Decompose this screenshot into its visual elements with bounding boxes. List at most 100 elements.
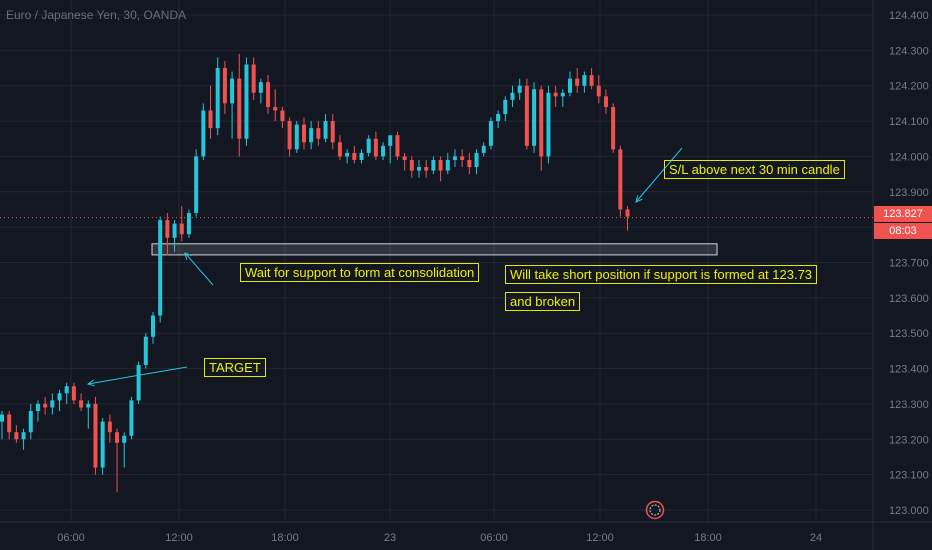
candle-body-up[interactable] [86, 403, 91, 408]
annotation-target[interactable]: TARGET [204, 358, 266, 377]
candle-body-up[interactable] [158, 220, 163, 316]
annotation-and-broken[interactable]: and broken [505, 292, 581, 311]
annotation-stop-loss[interactable]: S/L above next 30 min candle [664, 160, 845, 179]
candle-body-up[interactable] [57, 393, 62, 401]
candle-body-up[interactable] [546, 92, 551, 157]
candle-body-up[interactable] [194, 156, 199, 213]
candle-body-down[interactable] [43, 403, 48, 408]
candle-body-up[interactable] [431, 159, 436, 171]
candle-body-down[interactable] [251, 64, 256, 93]
candle-body-up[interactable] [21, 432, 26, 440]
candle-body-down[interactable] [273, 106, 278, 111]
candle-body-down[interactable] [237, 78, 242, 139]
candle-body-down[interactable] [107, 421, 112, 433]
candle-body-up[interactable] [503, 99, 508, 114]
candle-body-up[interactable] [100, 421, 105, 468]
candle-body-down[interactable] [165, 220, 170, 238]
candle-body-up[interactable] [230, 78, 235, 104]
candle-body-up[interactable] [417, 167, 422, 171]
candle-body-down[interactable] [179, 223, 184, 235]
candle-body-down[interactable] [330, 121, 335, 143]
candle-body-up[interactable] [201, 110, 206, 157]
candle-body-down[interactable] [539, 89, 544, 157]
candle-body-up[interactable] [481, 145, 486, 153]
candle-body-down[interactable] [424, 167, 429, 171]
candle-body-up[interactable] [381, 145, 386, 157]
candle-body-up[interactable] [244, 64, 249, 139]
candle-body-up[interactable] [258, 82, 263, 93]
candle-body-up[interactable] [150, 315, 155, 337]
candle-body-up[interactable] [323, 121, 328, 139]
candle-body-up[interactable] [474, 152, 479, 168]
candle-body-down[interactable] [266, 82, 271, 107]
candle-body-down[interactable] [287, 121, 292, 150]
candle-body-up[interactable] [445, 159, 450, 171]
candle-body-up[interactable] [517, 85, 522, 93]
annotation-wait-support[interactable]: Wait for support to form at consolidatio… [240, 263, 480, 282]
support-zone-rectangle[interactable] [151, 243, 718, 256]
candle-body-down[interactable] [222, 68, 227, 104]
candle-body-up[interactable] [560, 92, 565, 97]
candle-body-up[interactable] [568, 78, 573, 93]
candle-body-up[interactable] [294, 124, 299, 150]
replay-clock-icon[interactable] [645, 500, 665, 520]
candle-body-up[interactable] [345, 152, 350, 157]
candle-body-down[interactable] [14, 432, 19, 440]
candle-body-up[interactable] [388, 135, 393, 146]
support-arrow[interactable] [184, 252, 214, 286]
candle-body-up[interactable] [0, 414, 4, 422]
candle-body-down[interactable] [93, 403, 98, 468]
candle-body-up[interactable] [309, 128, 314, 143]
candle-body-down[interactable] [71, 386, 76, 401]
candle-body-down[interactable] [337, 142, 342, 157]
candle-body-up[interactable] [129, 400, 134, 436]
candle-body-down[interactable] [208, 110, 213, 129]
candle-body-up[interactable] [35, 403, 40, 411]
candle-body-down[interactable] [625, 209, 630, 217]
candle-body-up[interactable] [50, 400, 55, 408]
candle-body-up[interactable] [488, 121, 493, 146]
candle-body-down[interactable] [395, 135, 400, 157]
candle-body-up[interactable] [136, 365, 141, 401]
candle-body-down[interactable] [589, 75, 594, 86]
candle-body-up[interactable] [366, 138, 371, 153]
candle-body-up[interactable] [359, 152, 364, 160]
candle-body-up[interactable] [186, 213, 191, 235]
candle-body-down[interactable] [280, 110, 285, 122]
candle-body-down[interactable] [575, 78, 580, 86]
candle-body-up[interactable] [496, 114, 501, 122]
candle-body-up[interactable] [64, 386, 69, 394]
candle-body-down[interactable] [409, 159, 414, 171]
candle-body-down[interactable] [611, 106, 616, 150]
candle-body-down[interactable] [553, 92, 558, 97]
candle-body-up[interactable] [122, 435, 127, 443]
candle-body-down[interactable] [402, 156, 407, 160]
candle-body-down[interactable] [373, 138, 378, 157]
candle-body-up[interactable] [532, 89, 537, 146]
candle-body-down[interactable] [438, 159, 443, 171]
candle-body-down[interactable] [301, 124, 306, 143]
candle-body-up[interactable] [582, 75, 587, 86]
candle-body-down[interactable] [115, 432, 120, 443]
candle-body-down[interactable] [524, 85, 529, 146]
target-arrow[interactable] [87, 366, 188, 385]
candle-body-down[interactable] [460, 156, 465, 160]
candle-body-down[interactable] [7, 414, 12, 433]
candle-body-up[interactable] [452, 156, 457, 160]
candle-body-down[interactable] [618, 149, 623, 210]
candle-body-down[interactable] [467, 159, 472, 168]
candle-body-up[interactable] [215, 68, 220, 129]
candle-body-down[interactable] [316, 128, 321, 139]
candle-body-up[interactable] [510, 92, 515, 100]
annotation-short-position[interactable]: Will take short position if support is f… [505, 265, 818, 284]
candle-body-down[interactable] [603, 96, 608, 107]
stop-loss-arrow[interactable] [635, 147, 683, 203]
candle-body-up[interactable] [143, 336, 148, 366]
candle-body-down[interactable] [79, 400, 84, 408]
candle-body-down[interactable] [596, 85, 601, 97]
candle-body-up[interactable] [172, 223, 177, 238]
candle-body-up[interactable] [28, 411, 33, 433]
candle-body-down[interactable] [352, 152, 357, 160]
